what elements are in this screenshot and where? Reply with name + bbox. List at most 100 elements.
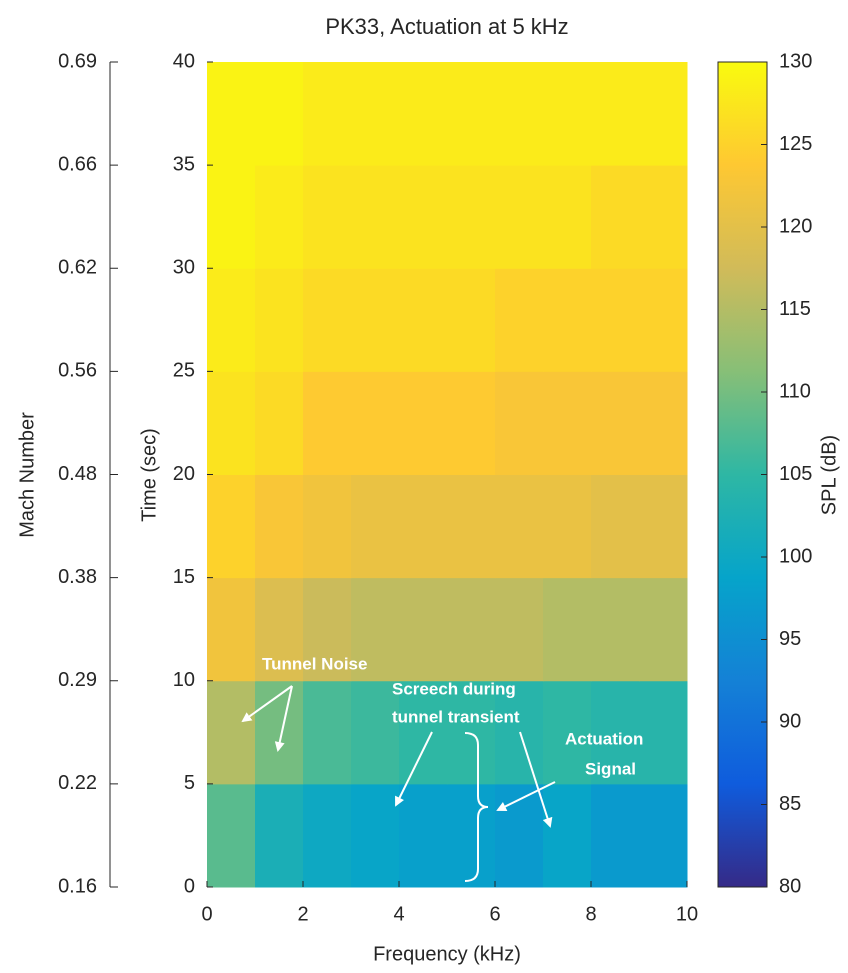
cell xyxy=(543,268,592,372)
cell xyxy=(495,783,544,888)
cell xyxy=(639,474,688,579)
cell xyxy=(591,371,640,475)
cell xyxy=(399,474,448,579)
cell xyxy=(543,577,592,682)
cell xyxy=(447,474,496,579)
cell xyxy=(543,165,592,269)
cell xyxy=(447,62,496,166)
y-tick-label: 30 xyxy=(173,257,195,279)
colorbar-tick-label: 115 xyxy=(779,298,811,320)
cell xyxy=(303,165,352,269)
cell xyxy=(591,268,640,372)
cell xyxy=(399,783,448,888)
x-tick-label: 2 xyxy=(297,903,308,925)
cell xyxy=(591,783,640,888)
arrow xyxy=(395,731,433,807)
cell xyxy=(255,62,304,166)
y-tick-label: 15 xyxy=(173,566,195,588)
y2-tick-label: 0.48 xyxy=(58,463,97,485)
cell xyxy=(255,268,304,372)
cell xyxy=(255,165,304,269)
x-tick-label: 10 xyxy=(676,903,698,925)
colorbar-tick-label: 125 xyxy=(779,133,812,155)
cell xyxy=(543,474,592,579)
y2-tick-label: 0.69 xyxy=(58,50,97,72)
cell xyxy=(207,680,256,785)
annotation: Screech during xyxy=(392,679,516,698)
y2-tick-label: 0.22 xyxy=(58,772,97,794)
x-tick-label: 8 xyxy=(585,903,596,925)
x-tick-label: 4 xyxy=(393,903,404,925)
cell xyxy=(639,783,688,888)
cell xyxy=(591,62,640,166)
y-axis-label: Time (sec) xyxy=(138,428,160,522)
y-tick-label: 20 xyxy=(173,463,195,485)
cell xyxy=(351,680,400,785)
y2-tick-label: 0.16 xyxy=(58,875,97,897)
cell xyxy=(303,268,352,372)
x-axis-label: Frequency (kHz) xyxy=(373,943,521,965)
y-tick-label: 40 xyxy=(173,50,195,72)
cell xyxy=(303,680,352,785)
y2-tick-label: 0.29 xyxy=(58,669,97,691)
colorbar-tick-label: 100 xyxy=(779,545,812,567)
annotation: Actuation xyxy=(565,729,643,748)
cell xyxy=(399,680,448,785)
annotation: tunnel transient xyxy=(392,707,520,726)
cell xyxy=(351,165,400,269)
arrow xyxy=(241,685,293,723)
x-tick-label: 6 xyxy=(489,903,500,925)
cell xyxy=(447,268,496,372)
cell xyxy=(591,577,640,682)
colorbar-tick-label: 120 xyxy=(779,215,812,237)
y2-tick-label: 0.62 xyxy=(58,257,97,279)
cell xyxy=(495,474,544,579)
cell xyxy=(543,783,592,888)
colorbar-tick-label: 85 xyxy=(779,793,801,815)
cell xyxy=(207,577,256,682)
cell xyxy=(255,474,304,579)
y2-tick-label: 0.66 xyxy=(58,153,97,175)
cell xyxy=(351,62,400,166)
colorbar xyxy=(717,61,768,888)
cell xyxy=(639,371,688,475)
cell xyxy=(495,371,544,475)
cell xyxy=(255,783,304,888)
cell xyxy=(303,783,352,888)
annotation: Tunnel Noise xyxy=(262,654,367,673)
colorbar-tick-label: 105 xyxy=(779,463,812,485)
cell xyxy=(351,474,400,579)
cell xyxy=(495,577,544,682)
y-tick-label: 0 xyxy=(184,875,195,897)
cell xyxy=(639,62,688,166)
chart-title: PK33, Actuation at 5 kHz xyxy=(325,14,568,39)
cell xyxy=(399,165,448,269)
cell xyxy=(639,268,688,372)
cell xyxy=(399,268,448,372)
y-tick-label: 5 xyxy=(184,772,195,794)
cell xyxy=(639,680,688,785)
cell xyxy=(207,62,256,166)
arrow xyxy=(496,781,556,811)
cell xyxy=(639,165,688,269)
cell xyxy=(303,577,352,682)
cell xyxy=(207,474,256,579)
cell xyxy=(351,371,400,475)
cell xyxy=(447,371,496,475)
cell xyxy=(543,62,592,166)
brace xyxy=(464,732,489,882)
colorbar-tick-label: 80 xyxy=(779,875,801,897)
colorbar-label: SPL (dB) xyxy=(818,435,840,515)
cell xyxy=(303,62,352,166)
arrow xyxy=(519,731,553,828)
colorbar-tick-label: 95 xyxy=(779,628,801,650)
cell xyxy=(495,268,544,372)
y-tick-label: 10 xyxy=(173,669,195,691)
cell xyxy=(351,783,400,888)
colorbar-tick-label: 110 xyxy=(779,380,811,402)
annotation: Signal xyxy=(585,759,636,778)
spectrogram xyxy=(207,62,688,888)
cell xyxy=(447,577,496,682)
cell xyxy=(543,680,592,785)
